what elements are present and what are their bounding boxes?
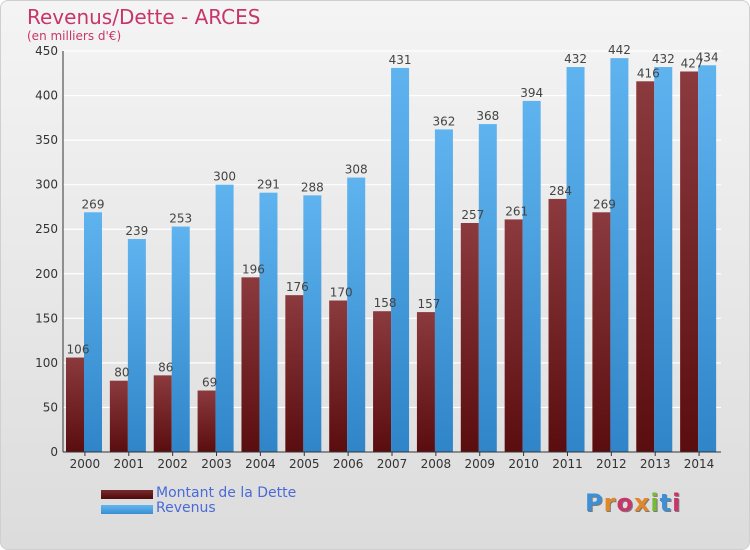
data-label-dette: 80	[114, 366, 129, 380]
data-label-revenus: 431	[389, 53, 412, 67]
bar-dette	[504, 219, 523, 452]
bar-revenus	[171, 226, 190, 452]
data-label-dette: 257	[461, 208, 484, 222]
x-tick-label: 2000	[70, 457, 101, 471]
bar-dette	[66, 357, 84, 452]
legend-swatch-dette	[101, 490, 153, 499]
bar-dette	[680, 71, 699, 453]
data-label-revenus: 362	[432, 114, 455, 128]
data-labels: 106 269 80 239 86 253 69 300 196 291 176 288 170 308 1…	[67, 43, 719, 389]
x-tick-label: 2008	[421, 457, 452, 471]
data-label-dette: 158	[374, 296, 397, 310]
data-label-dette: 196	[242, 262, 265, 276]
axes: 0 50 100 150 200 250 300 350 400 450 2000 2001 2002 2…	[35, 44, 721, 471]
legend-label-revenus: Revenus	[156, 500, 216, 516]
data-label-revenus: 300	[213, 170, 236, 184]
data-label-revenus: 288	[301, 180, 324, 194]
data-label-revenus: 308	[345, 163, 368, 177]
x-tick-label: 2011	[552, 457, 583, 471]
data-label-dette: 269	[593, 197, 616, 211]
y-tick-label: 250	[35, 222, 58, 236]
bar-dette	[416, 312, 435, 452]
bar-dette	[548, 198, 567, 452]
data-label-revenus: 432	[652, 52, 675, 66]
bar-revenus	[478, 124, 497, 453]
x-tick-label: 2010	[508, 457, 539, 471]
bar-dette	[329, 300, 348, 452]
chart-subtitle: (en milliers d'€)	[27, 29, 122, 43]
data-label-revenus: 394	[520, 86, 543, 100]
legend-swatch-revenus	[101, 505, 153, 514]
legend-label-dette: Montant de la Dette	[156, 485, 297, 501]
data-label-dette: 261	[505, 204, 528, 218]
data-label-dette: 176	[286, 280, 309, 294]
x-tick-label: 2002	[157, 457, 188, 471]
bar-revenus	[566, 67, 585, 452]
x-tick-label: 2009	[464, 457, 495, 471]
y-tick-label: 0	[50, 445, 58, 459]
data-label-revenus: 291	[257, 178, 280, 192]
y-tick-label: 400	[35, 89, 58, 103]
data-label-revenus: 269	[82, 197, 105, 211]
bar-revenus	[434, 129, 453, 452]
y-tick-label: 200	[35, 267, 58, 281]
y-tick-label: 450	[35, 44, 58, 58]
bar-revenus	[391, 67, 410, 452]
data-label-revenus: 253	[169, 212, 192, 226]
bar-revenus	[127, 239, 146, 452]
y-tick-label: 50	[43, 400, 58, 414]
x-tick-label: 2004	[245, 457, 276, 471]
bar-revenus	[522, 100, 541, 452]
data-label-dette: 106	[67, 343, 90, 357]
x-tick-label: 2014	[684, 457, 715, 471]
bar-revenus	[303, 195, 322, 453]
y-tick-label: 100	[35, 356, 58, 370]
bar-dette	[460, 222, 479, 452]
bar-revenus	[215, 184, 234, 452]
x-tick-label: 2003	[201, 457, 232, 471]
bar-revenus	[698, 65, 717, 452]
bar-revenus	[610, 58, 629, 453]
y-tick-label: 350	[35, 133, 58, 147]
bar-dette	[285, 295, 304, 452]
bar-dette	[636, 81, 655, 452]
data-label-dette: 284	[549, 184, 572, 198]
chart-title: Revenus/Dette - ARCES	[27, 5, 261, 29]
bar-revenus	[654, 67, 673, 452]
bar-revenus	[347, 177, 366, 452]
data-label-dette: 427	[681, 56, 704, 70]
bars	[66, 58, 717, 453]
data-label-revenus: 368	[476, 109, 499, 123]
x-tick-label: 2007	[377, 457, 408, 471]
bar-dette	[153, 375, 172, 452]
x-tick-label: 2001	[114, 457, 145, 471]
data-label-revenus: 442	[608, 43, 631, 57]
bar-dette	[373, 311, 392, 452]
data-label-dette: 416	[637, 66, 660, 80]
y-tick-label: 300	[35, 178, 58, 192]
data-label-dette: 170	[330, 286, 353, 300]
bar-dette	[241, 277, 260, 452]
bar-revenus	[84, 212, 102, 452]
bar-dette	[109, 380, 128, 452]
data-label-dette: 157	[417, 297, 440, 311]
y-tick-label: 150	[35, 311, 58, 325]
data-label-revenus: 434	[696, 50, 719, 64]
bar-dette	[592, 212, 611, 452]
x-tick-label: 2006	[333, 457, 364, 471]
data-label-revenus: 432	[564, 52, 587, 66]
bar-revenus	[259, 192, 278, 453]
data-label-revenus: 239	[125, 224, 148, 238]
x-tick-label: 2005	[289, 457, 320, 471]
x-tick-label: 2013	[640, 457, 671, 471]
x-tick-label: 2012	[596, 457, 627, 471]
data-label-dette: 86	[158, 360, 173, 374]
data-label-dette: 69	[202, 376, 217, 390]
bar-dette	[197, 390, 216, 452]
proxiti-logo: Proxiti	[585, 489, 682, 517]
